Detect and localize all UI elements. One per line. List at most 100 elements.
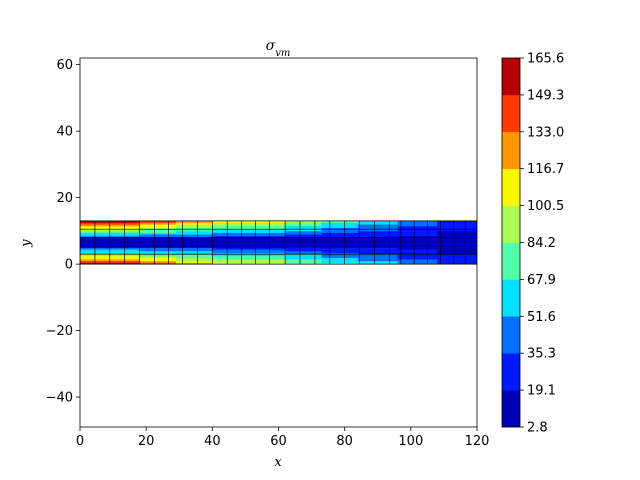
contour-cell — [414, 235, 418, 238]
contour-cell — [414, 227, 418, 230]
contour-cell — [338, 260, 342, 263]
contour-cell — [453, 257, 458, 260]
contour-cell — [149, 240, 154, 243]
contour-cell — [414, 255, 418, 258]
contour-cell — [453, 224, 458, 227]
contour-cell — [275, 257, 279, 260]
contour-cell — [351, 244, 355, 247]
contour-cell — [420, 254, 425, 257]
contour-cell — [390, 235, 395, 238]
contour-cell — [447, 244, 451, 247]
contour-cell — [308, 262, 312, 265]
contour-cell — [341, 254, 346, 257]
contour-cell — [344, 240, 349, 243]
contour-cell — [417, 237, 422, 240]
contour-cell — [106, 260, 111, 263]
contour-cell — [245, 239, 250, 242]
contour-cell — [179, 220, 183, 223]
contour-cell — [192, 244, 197, 247]
contour-cell — [162, 225, 167, 228]
contour-cell — [86, 232, 91, 235]
contour-cell — [404, 239, 408, 242]
contour-cell — [218, 257, 223, 260]
contour-cell — [460, 254, 465, 257]
contour-cell — [126, 255, 131, 258]
contour-cell — [218, 227, 223, 230]
contour-cell — [252, 255, 256, 258]
contour-cell — [252, 240, 256, 243]
contour-cell — [364, 234, 369, 237]
contour-cell — [407, 235, 412, 238]
contour-cell — [331, 249, 336, 252]
contour-cell — [271, 235, 276, 238]
contour-cell — [142, 259, 147, 262]
contour-cell — [166, 239, 170, 242]
contour-cell — [404, 259, 408, 262]
contour-cell — [175, 220, 180, 223]
contour-cell — [367, 230, 372, 233]
contour-cell — [83, 239, 88, 242]
contour-cell — [390, 240, 395, 243]
contour-cell — [278, 252, 283, 255]
contour-cell — [238, 262, 243, 265]
contour-cell — [324, 254, 329, 257]
contour-cell — [470, 250, 475, 253]
contour-cell — [311, 247, 316, 250]
contour-cell — [453, 249, 458, 252]
contour-cell — [252, 262, 256, 265]
contour-cell — [205, 260, 210, 263]
contour-cell — [83, 230, 88, 233]
contour-cell — [132, 245, 137, 248]
contour-cell — [275, 224, 279, 227]
contour-cell — [228, 229, 233, 232]
contour-cell — [381, 225, 385, 228]
contour-cell — [265, 247, 269, 250]
contour-cell — [377, 245, 382, 248]
contour-cell — [185, 225, 190, 228]
contour-cell — [354, 245, 359, 248]
contour-cell — [344, 225, 349, 228]
contour-cell — [381, 227, 385, 230]
contour-cell — [109, 227, 114, 230]
contour-cell — [89, 234, 94, 237]
contour-cell — [99, 220, 104, 223]
contour-cell — [364, 245, 369, 248]
contour-cell — [139, 235, 144, 238]
contour-cell — [255, 239, 260, 242]
contour-cell — [80, 234, 84, 237]
contour-cell — [457, 260, 461, 263]
contour-cell — [410, 222, 415, 225]
contour-cell — [321, 232, 326, 235]
contour-cell — [129, 249, 134, 252]
contour-cell — [106, 259, 111, 262]
contour-cell — [400, 240, 405, 243]
contour-cell — [103, 244, 107, 247]
contour-cell — [437, 259, 442, 262]
contour-cell — [80, 237, 84, 240]
contour-cell — [212, 225, 217, 228]
contour-cell — [149, 254, 154, 257]
contour-cell — [377, 242, 382, 245]
contour-cell — [199, 229, 203, 232]
contour-cell — [232, 222, 236, 225]
contour-cell — [205, 227, 210, 230]
contour-cell — [278, 235, 283, 238]
contour-cell — [199, 252, 203, 255]
contour-cell — [371, 235, 375, 238]
contour-cell — [132, 240, 137, 243]
contour-cell — [351, 257, 355, 260]
y-axis-label: y — [19, 239, 34, 248]
contour-cell — [149, 250, 154, 253]
contour-cell — [156, 254, 160, 257]
contour-cell — [440, 262, 445, 265]
contour-cell — [424, 239, 428, 242]
contour-cell — [205, 230, 210, 233]
contour-cell — [238, 249, 243, 252]
contour-cell — [265, 252, 269, 255]
contour-cell — [285, 259, 289, 262]
contour-cell — [113, 245, 117, 248]
contour-cell — [467, 239, 471, 242]
contour-cell — [371, 247, 375, 250]
contour-cell — [136, 225, 140, 228]
contour-cell — [248, 257, 253, 260]
